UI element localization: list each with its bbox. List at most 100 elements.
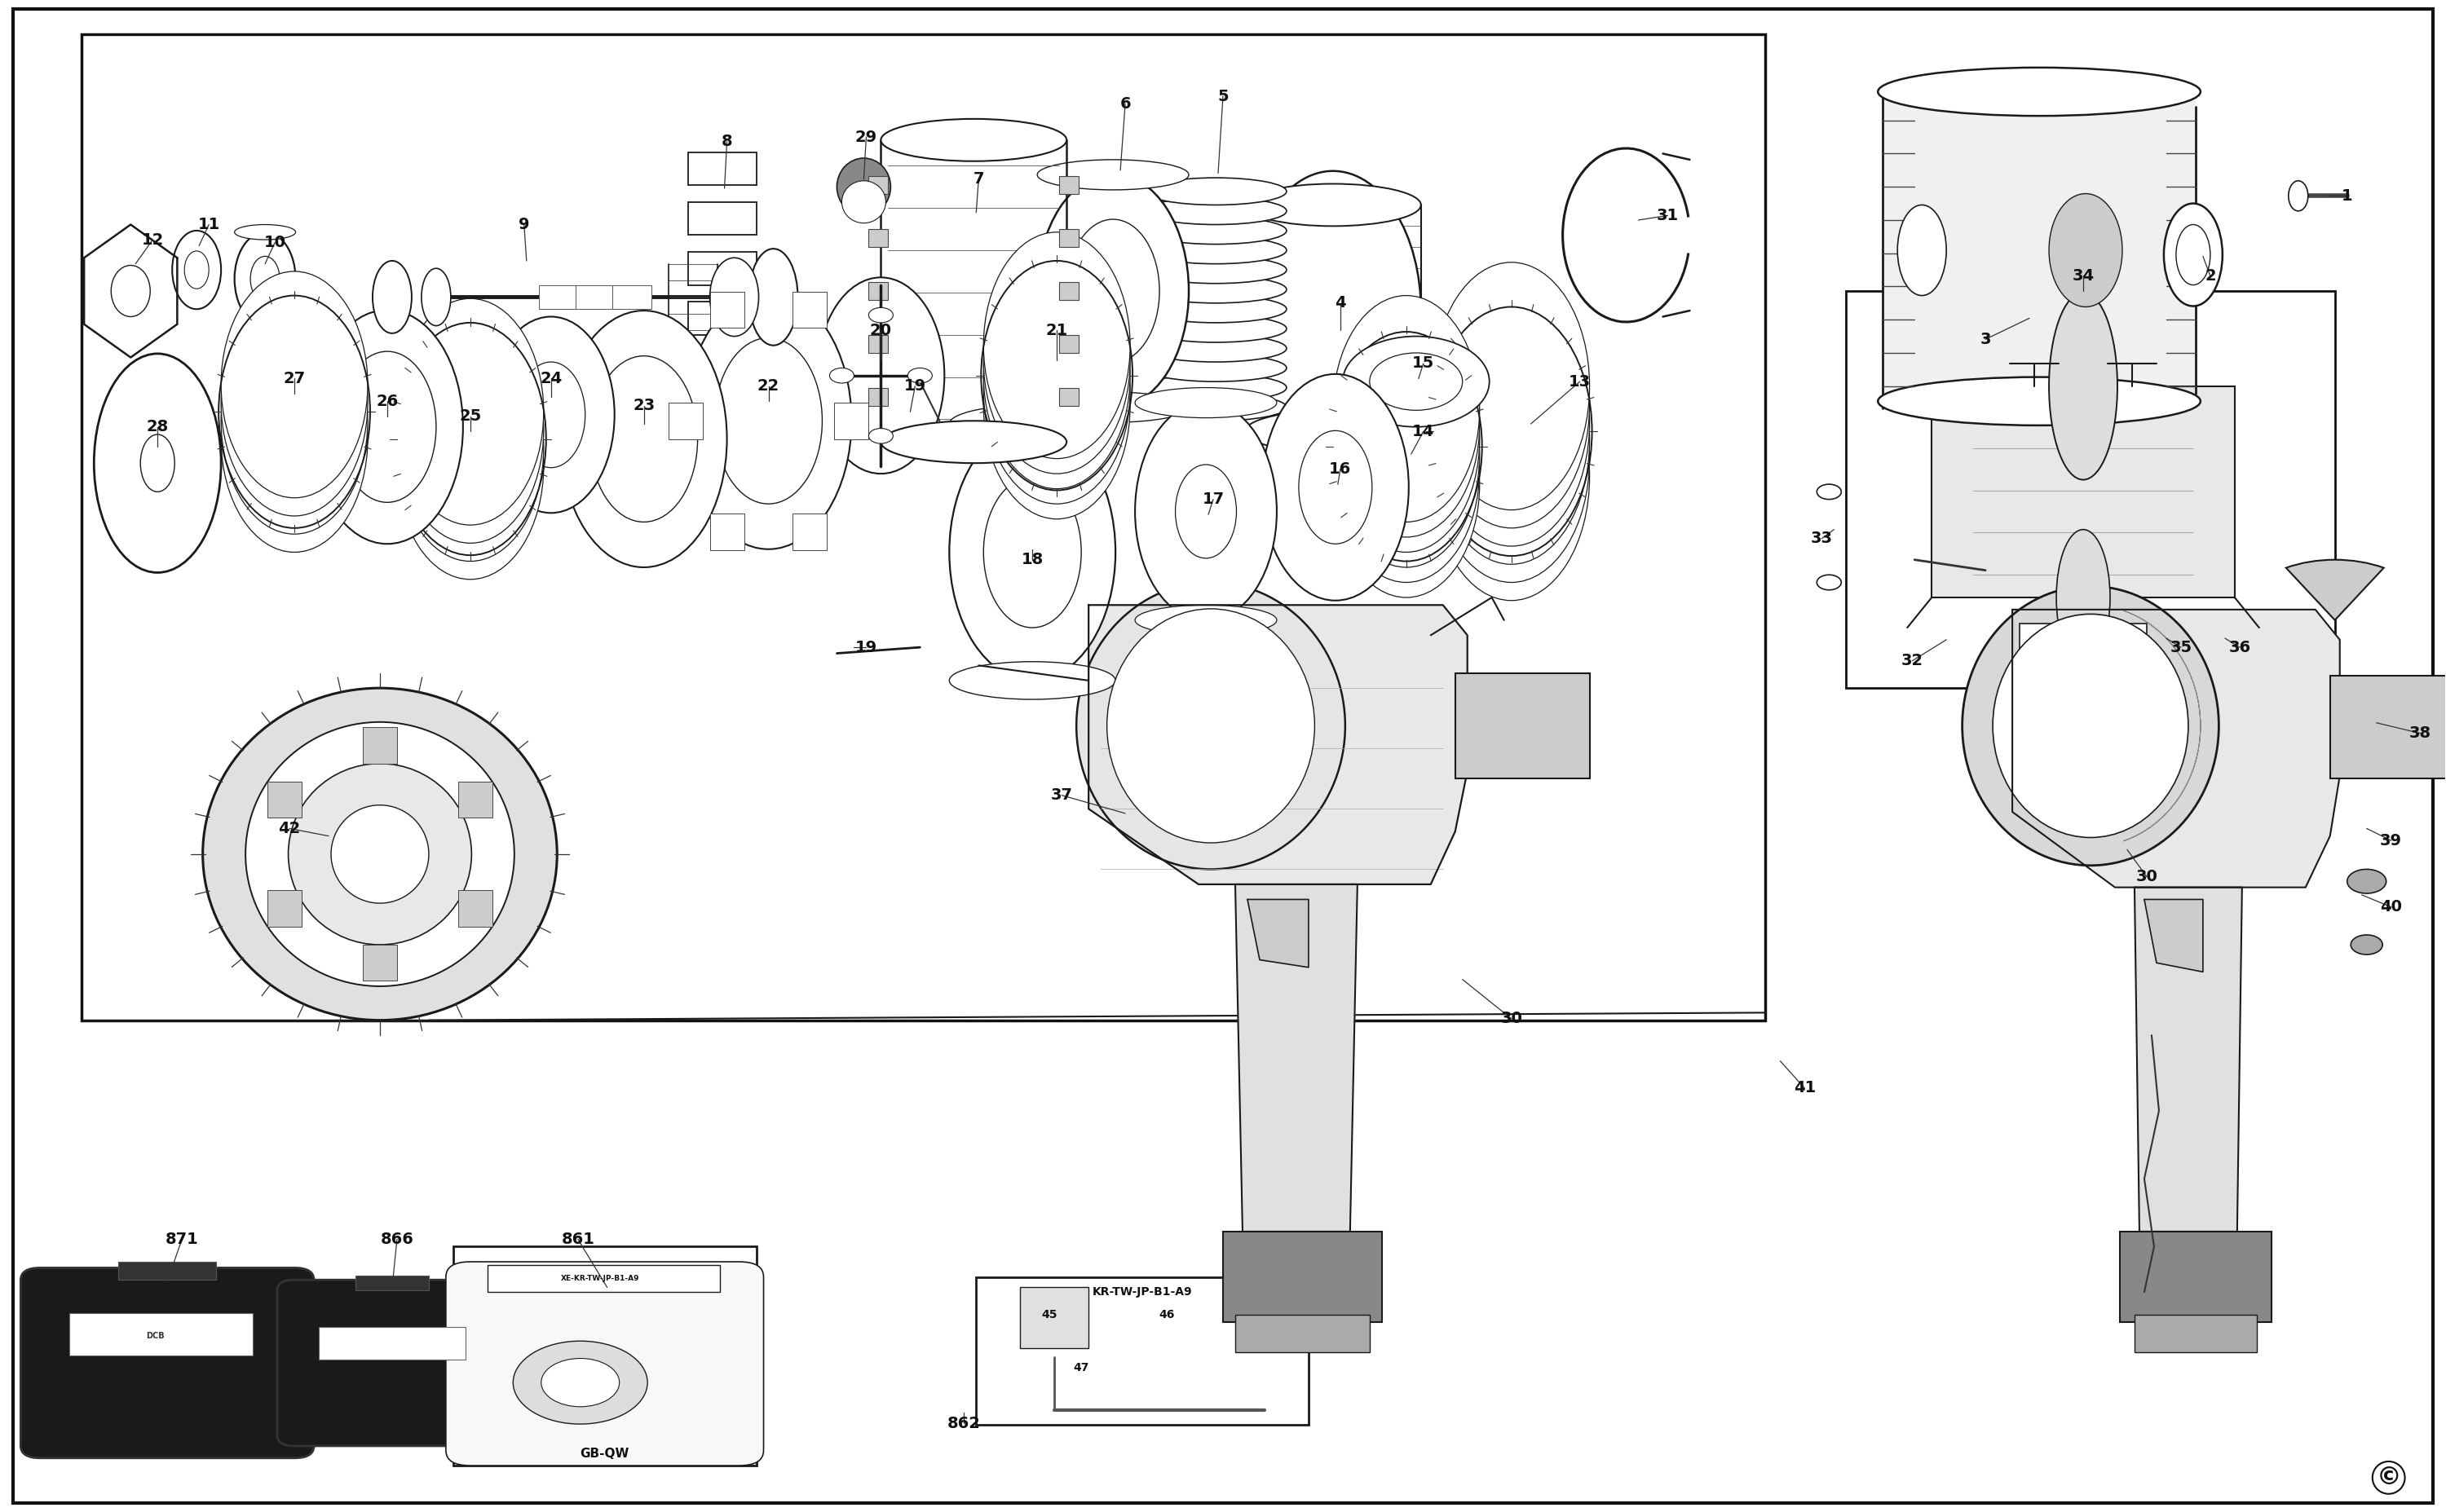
Ellipse shape: [748, 249, 797, 345]
Ellipse shape: [1343, 336, 1490, 426]
Bar: [1455, 673, 1590, 779]
Ellipse shape: [983, 476, 1081, 627]
Bar: [1020, 1287, 1088, 1347]
Bar: [687, 253, 756, 284]
Ellipse shape: [1433, 334, 1590, 582]
Ellipse shape: [829, 367, 854, 383]
Ellipse shape: [1879, 68, 2201, 116]
Text: 47: 47: [1074, 1362, 1088, 1373]
Text: ©: ©: [2375, 1465, 2402, 1489]
Bar: [1223, 1232, 1382, 1321]
Ellipse shape: [421, 268, 450, 325]
Ellipse shape: [949, 662, 1115, 700]
Bar: [2020, 623, 2060, 650]
Ellipse shape: [1333, 295, 1480, 522]
Bar: [68, 1312, 252, 1355]
Ellipse shape: [235, 233, 296, 325]
Bar: [2121, 1232, 2272, 1321]
Bar: [687, 153, 756, 186]
Bar: [868, 387, 888, 405]
Ellipse shape: [2289, 181, 2309, 212]
Ellipse shape: [330, 804, 428, 903]
Ellipse shape: [1037, 392, 1189, 422]
Ellipse shape: [1135, 605, 1277, 635]
Ellipse shape: [220, 289, 367, 516]
Polygon shape: [2145, 900, 2204, 972]
Ellipse shape: [1135, 387, 1277, 417]
Ellipse shape: [396, 316, 543, 543]
Ellipse shape: [868, 428, 893, 443]
Polygon shape: [1235, 885, 1358, 1232]
Text: 42: 42: [279, 821, 301, 836]
Ellipse shape: [1135, 402, 1277, 621]
Ellipse shape: [171, 231, 220, 308]
Bar: [793, 514, 827, 550]
Text: 40: 40: [2380, 900, 2402, 915]
Ellipse shape: [560, 310, 726, 567]
Ellipse shape: [183, 251, 208, 289]
Bar: [868, 334, 888, 352]
Text: 871: 871: [166, 1231, 198, 1247]
Ellipse shape: [396, 298, 543, 525]
Ellipse shape: [1037, 160, 1189, 191]
Bar: [487, 1264, 719, 1291]
Bar: [457, 891, 492, 927]
Text: 21: 21: [1047, 322, 1069, 339]
Wedge shape: [2287, 559, 2385, 620]
Bar: [709, 292, 744, 328]
Text: 12: 12: [142, 231, 164, 248]
Text: 34: 34: [2072, 268, 2094, 284]
Ellipse shape: [1245, 171, 1421, 451]
Text: 10: 10: [264, 234, 286, 251]
Text: 6: 6: [1120, 97, 1130, 112]
Text: 11: 11: [198, 216, 220, 233]
Ellipse shape: [220, 307, 367, 534]
Ellipse shape: [541, 1358, 619, 1406]
Ellipse shape: [1962, 587, 2219, 865]
Text: 41: 41: [1793, 1081, 1815, 1096]
Text: 30: 30: [1499, 1012, 1521, 1027]
Text: 26: 26: [377, 393, 399, 408]
Bar: [1932, 386, 2236, 597]
Ellipse shape: [589, 355, 697, 522]
Polygon shape: [2013, 609, 2341, 888]
Bar: [1883, 92, 2197, 408]
Text: 27: 27: [284, 370, 306, 386]
Text: 30: 30: [2135, 869, 2157, 885]
Polygon shape: [1088, 605, 1468, 885]
Text: 7: 7: [974, 171, 983, 187]
Ellipse shape: [220, 271, 367, 497]
Ellipse shape: [1245, 410, 1421, 452]
Ellipse shape: [2050, 194, 2123, 307]
Bar: [834, 402, 868, 438]
Ellipse shape: [2348, 869, 2387, 894]
Ellipse shape: [983, 292, 1130, 519]
Bar: [612, 284, 651, 308]
Text: 9: 9: [519, 216, 531, 233]
Ellipse shape: [139, 434, 174, 491]
Ellipse shape: [685, 292, 851, 549]
Ellipse shape: [1145, 198, 1287, 225]
Ellipse shape: [1145, 178, 1287, 206]
Text: 17: 17: [1201, 491, 1225, 507]
Bar: [976, 1276, 1309, 1424]
Ellipse shape: [311, 310, 462, 544]
Ellipse shape: [983, 233, 1130, 458]
Ellipse shape: [983, 248, 1130, 473]
Ellipse shape: [881, 119, 1066, 162]
Bar: [687, 203, 756, 236]
Bar: [117, 1261, 215, 1279]
Bar: [868, 230, 888, 248]
Bar: [1059, 387, 1079, 405]
Text: 2: 2: [2204, 268, 2216, 284]
Text: 35: 35: [2170, 640, 2192, 655]
Bar: [453, 1247, 756, 1465]
Ellipse shape: [338, 351, 435, 502]
Ellipse shape: [837, 159, 890, 216]
Text: 22: 22: [758, 378, 780, 393]
Ellipse shape: [235, 225, 296, 240]
Text: 1: 1: [2341, 187, 2353, 204]
Text: 31: 31: [1656, 207, 1678, 224]
Bar: [1059, 334, 1079, 352]
Text: 13: 13: [1568, 373, 1590, 389]
